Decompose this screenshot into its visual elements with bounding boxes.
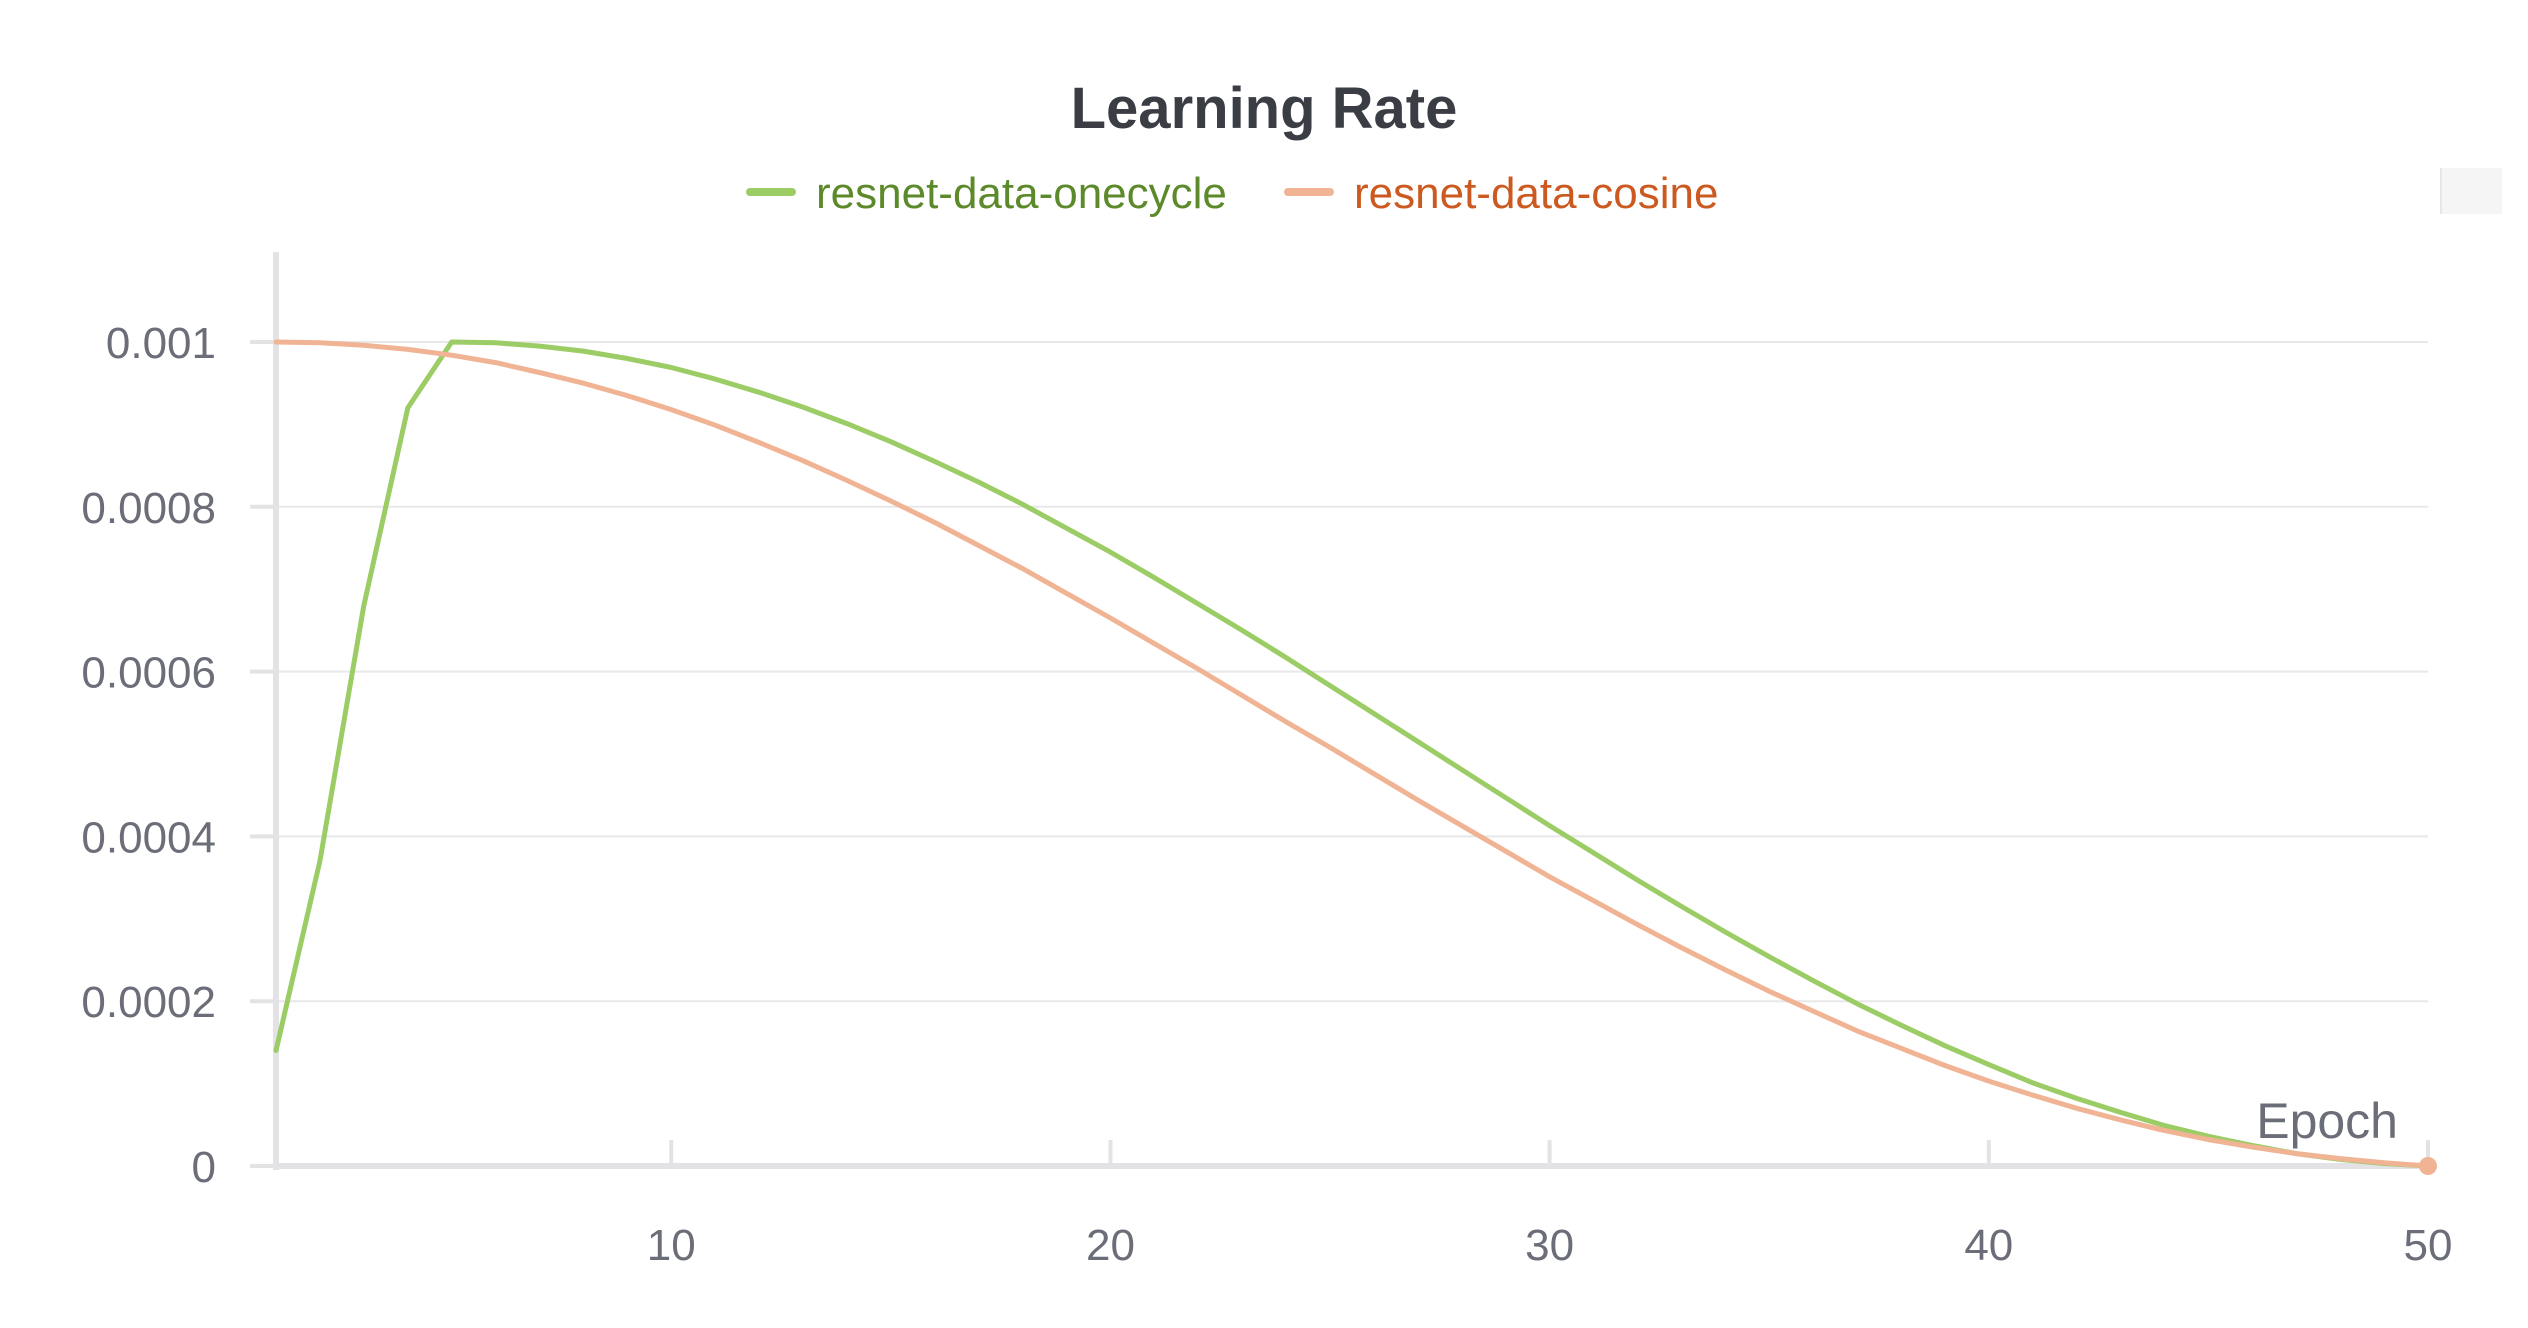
axes: [273, 252, 2428, 1170]
series-line-resnet-data-cosine[interactable]: [273, 339, 2431, 1169]
y-tick-label: 0.0002: [81, 978, 216, 1027]
x-axis-label: Epoch: [2256, 1093, 2398, 1149]
y-tick-label: 0.001: [106, 319, 216, 368]
chart-title: Learning Rate: [1071, 76, 1458, 141]
x-tick-label: 50: [2404, 1221, 2453, 1270]
chart-menu-handle[interactable]: [2440, 168, 2502, 214]
series-lines: [273, 339, 2437, 1175]
legend: resnet-data-onecycle resnet-data-cosine: [746, 169, 1718, 218]
series-line-resnet-data-onecycle[interactable]: [273, 339, 2431, 1169]
legend-item[interactable]: resnet-data-onecycle: [746, 169, 1227, 218]
x-tick-label: 30: [1525, 1221, 1574, 1270]
legend-label: resnet-data-onecycle: [816, 169, 1227, 218]
x-tick-label: 20: [1086, 1221, 1135, 1270]
grid-lines: [276, 341, 2428, 1003]
x-tick-label: 10: [647, 1221, 696, 1270]
y-tick-label: 0.0006: [81, 649, 216, 698]
x-axis-ticks: 10 20 30 40 50: [647, 1140, 2453, 1270]
y-tick-label: 0: [192, 1143, 216, 1192]
x-tick-label: 40: [1964, 1221, 2013, 1270]
legend-item[interactable]: resnet-data-cosine: [1284, 169, 1718, 218]
legend-label: resnet-data-cosine: [1354, 169, 1718, 218]
y-tick-label: 0.0004: [81, 813, 216, 862]
y-axis-ticks: 0 0.0002 0.0004 0.0006 0.0008 0.001: [81, 319, 276, 1192]
y-tick-label: 0.0008: [81, 484, 216, 533]
series-endpoint-marker: [2419, 1157, 2437, 1175]
